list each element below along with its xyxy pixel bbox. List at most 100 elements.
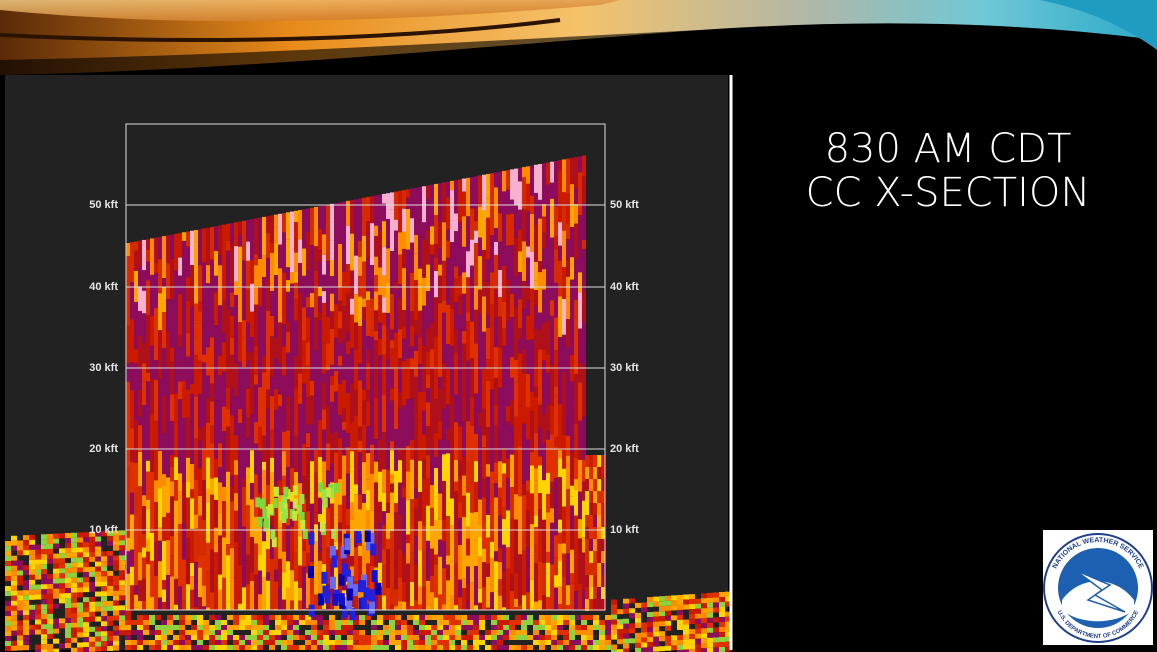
radar-cell <box>498 461 502 488</box>
radar-cell <box>166 604 170 610</box>
radar-cell <box>530 555 534 580</box>
radar-cell <box>462 178 466 192</box>
radar-cell <box>518 605 522 610</box>
radar-cell <box>455 630 461 635</box>
radar-cell <box>242 526 246 561</box>
radar-cell <box>498 595 502 610</box>
radar-cell <box>346 524 350 541</box>
radar-cell <box>314 472 318 513</box>
radar-cell <box>197 635 203 640</box>
radar-cell <box>593 615 599 620</box>
radar-cell <box>587 645 593 650</box>
radar-cell <box>574 346 578 375</box>
radar-cell <box>257 625 263 630</box>
radar-cell <box>254 584 258 610</box>
radar-cell <box>167 645 173 650</box>
radar-cell <box>521 625 527 630</box>
radar-cell <box>377 635 383 640</box>
radar-cell <box>558 404 562 426</box>
radar-cell <box>95 541 101 547</box>
radar-cell <box>89 556 95 562</box>
radar-cell <box>166 477 170 513</box>
radar-cell <box>546 551 550 563</box>
radar-cell <box>154 263 158 273</box>
radar-cell <box>35 619 41 625</box>
radar-cell <box>394 332 398 369</box>
radar-cell <box>374 195 378 226</box>
radar-cell <box>310 307 314 351</box>
radar-cell <box>126 256 130 291</box>
radar-cell <box>47 558 53 564</box>
radar-cell <box>474 176 478 209</box>
radar-cell <box>406 358 410 400</box>
radar-cell <box>346 447 350 474</box>
radar-cell <box>287 645 293 650</box>
radar-cell <box>601 551 605 563</box>
radar-cell <box>382 395 386 433</box>
radar-cell <box>522 423 526 450</box>
radar-cell <box>142 600 146 610</box>
radar-cell <box>526 373 530 408</box>
radar-cell <box>707 607 713 613</box>
radar-cell <box>270 336 274 365</box>
radar-cell <box>498 562 502 580</box>
radar-cell <box>134 301 138 321</box>
radar-cell <box>270 472 274 513</box>
radar-cell <box>574 258 578 300</box>
radar-cell <box>558 386 562 405</box>
radar-cell <box>582 155 586 177</box>
radar-cell <box>653 616 659 622</box>
radar-cell <box>41 579 47 585</box>
radar-cell <box>551 625 557 630</box>
radar-cell <box>410 272 414 312</box>
radar-cell <box>601 527 605 539</box>
radar-cell <box>550 591 554 610</box>
radar-cell <box>482 331 486 370</box>
radar-cell <box>206 330 210 348</box>
radar-cell <box>578 459 582 492</box>
radar-cell <box>422 553 426 588</box>
radar-cell <box>246 554 250 585</box>
radar-cell <box>35 649 41 652</box>
radar-cell <box>194 241 198 277</box>
radar-cell <box>597 575 601 587</box>
radar-cell <box>485 635 491 640</box>
radar-cell <box>467 635 473 640</box>
radar-cell <box>406 471 410 501</box>
radar-cell <box>281 620 287 625</box>
radar-cell <box>635 647 641 652</box>
radar-cell <box>378 368 382 391</box>
radar-cell <box>329 640 335 645</box>
radar-cell <box>514 572 518 599</box>
radar-cell <box>254 474 258 517</box>
radar-cell <box>214 377 218 417</box>
radar-cell <box>233 640 239 645</box>
radar-cell <box>542 163 546 205</box>
radar-cell <box>438 222 442 249</box>
radar-cell <box>306 208 310 232</box>
radar-cell <box>601 491 605 503</box>
radar-cell <box>206 571 210 608</box>
radar-cell <box>95 531 101 537</box>
radar-cell <box>557 630 563 635</box>
radar-cell <box>158 293 162 331</box>
radar-cell <box>314 524 318 542</box>
radar-cell <box>478 556 482 589</box>
radar-cell <box>402 190 406 209</box>
radar-cell <box>494 318 498 348</box>
radar-cell <box>401 630 407 635</box>
radar-cell <box>585 491 589 503</box>
radar-cell <box>197 640 203 645</box>
radar-cell <box>350 502 354 520</box>
radar-cell <box>306 297 310 308</box>
radar-cell <box>308 604 315 617</box>
radar-cell <box>59 568 65 574</box>
radar-cell <box>17 595 23 601</box>
radar-cell <box>113 560 119 566</box>
radar-cell <box>130 242 134 283</box>
radar-cell <box>425 645 431 650</box>
radar-cell <box>329 630 335 635</box>
radar-cell <box>566 488 570 521</box>
radar-cell <box>402 405 406 448</box>
radar-cell <box>503 645 509 650</box>
